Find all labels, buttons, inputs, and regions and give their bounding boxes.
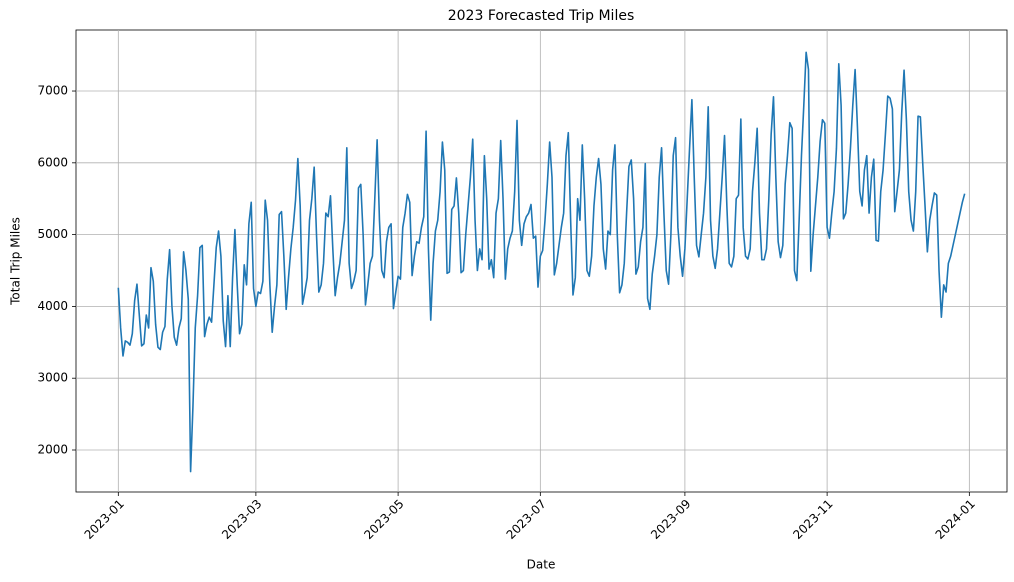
y-tick-label: 5000 (37, 227, 68, 241)
x-tick-label: 2023-09 (648, 497, 693, 542)
x-axis-label: Date (527, 558, 556, 572)
x-tick-label: 2023-05 (361, 497, 406, 542)
y-tick-label: 7000 (37, 84, 68, 98)
line (117, 51, 966, 473)
y-tick-label: 3000 (37, 371, 68, 385)
plot-frame (75, 29, 1008, 493)
y-tick-label: 4000 (37, 299, 68, 313)
y-axis-label: Total Trip Miles (9, 217, 23, 306)
chart-title: 2023 Forecasted Trip Miles (448, 8, 635, 24)
x-tick-label: 2023-11 (790, 497, 835, 542)
x-tick-label: 2023-03 (219, 497, 264, 542)
x-tick-label: 2023-07 (504, 497, 549, 542)
x-tick-label: 2023-01 (82, 497, 127, 542)
x-tick-label: 2024-01 (933, 497, 978, 542)
y-tick-label: 6000 (37, 155, 68, 169)
y-tick-label: 2000 (37, 443, 68, 457)
